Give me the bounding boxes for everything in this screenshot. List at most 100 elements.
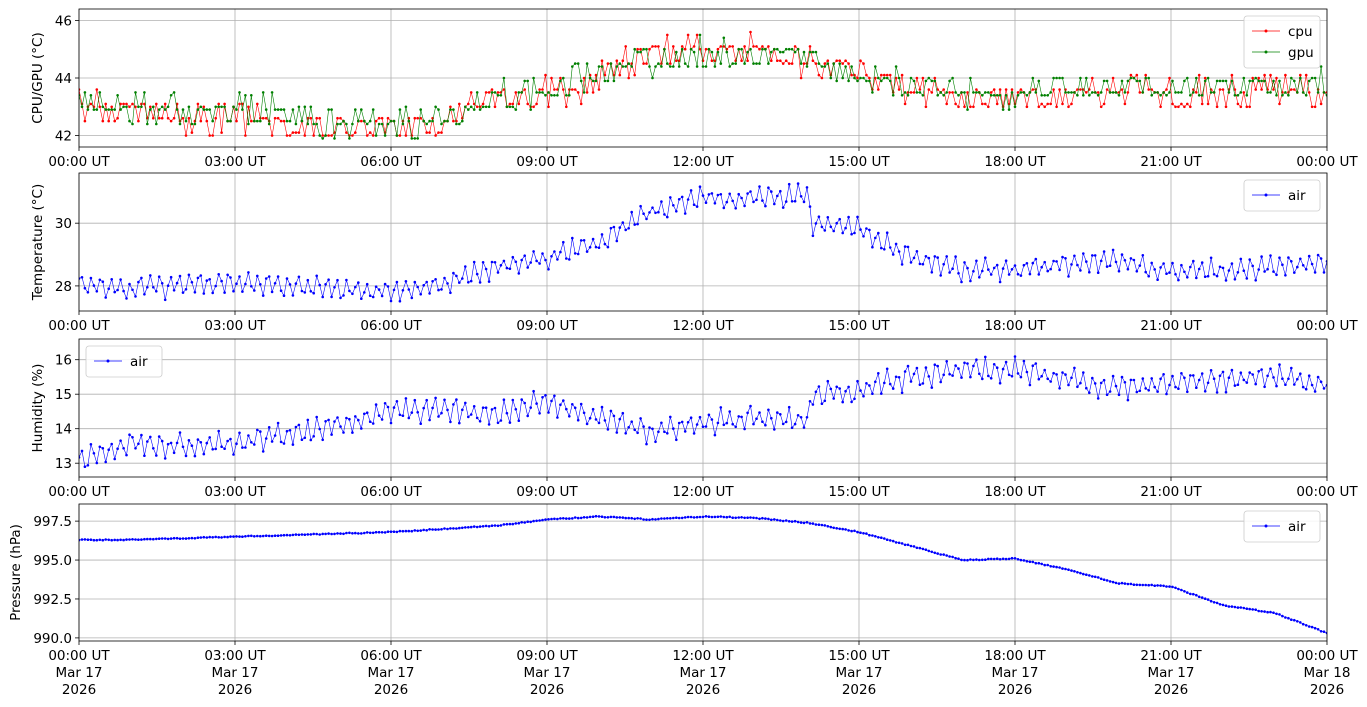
data-point xyxy=(354,131,357,134)
data-point xyxy=(1156,584,1159,587)
data-point xyxy=(255,102,259,106)
data-point xyxy=(496,94,500,97)
data-point xyxy=(541,396,544,399)
data-point xyxy=(458,281,461,284)
data-point xyxy=(487,280,491,283)
data-point xyxy=(957,105,960,109)
data-point xyxy=(594,418,598,421)
data-point xyxy=(95,290,99,293)
x-tick-label-line: 15:00 UT xyxy=(828,154,890,170)
data-point xyxy=(395,400,399,403)
data-point xyxy=(1049,91,1052,94)
data-point xyxy=(591,515,595,518)
data-point xyxy=(933,76,937,80)
data-point xyxy=(464,401,467,405)
data-point xyxy=(1067,568,1070,571)
data-point xyxy=(291,443,295,446)
data-point xyxy=(954,364,957,367)
data-point xyxy=(891,387,895,390)
data-point xyxy=(728,410,731,413)
data-point xyxy=(520,258,523,262)
data-point xyxy=(1019,91,1023,94)
data-point xyxy=(449,527,452,530)
data-point xyxy=(134,538,137,541)
data-point xyxy=(591,79,595,83)
data-point xyxy=(306,278,310,282)
data-point xyxy=(764,517,767,520)
data-point xyxy=(784,420,788,424)
data-point xyxy=(770,190,773,193)
data-point xyxy=(597,515,601,518)
data-point xyxy=(737,516,740,519)
data-point xyxy=(282,108,286,111)
data-point xyxy=(1195,76,1198,80)
data-point xyxy=(880,73,883,77)
data-point xyxy=(1284,383,1287,387)
data-point xyxy=(368,119,372,123)
data-point xyxy=(984,355,987,359)
data-point xyxy=(933,551,937,555)
data-point xyxy=(484,91,488,94)
data-point xyxy=(1108,390,1112,393)
data-point xyxy=(966,91,969,94)
data-point xyxy=(523,88,526,91)
data-point xyxy=(303,291,307,294)
data-point xyxy=(487,525,491,528)
data-point xyxy=(883,73,886,77)
data-point xyxy=(1284,274,1287,277)
data-point xyxy=(966,266,969,270)
data-point xyxy=(1150,261,1153,265)
data-point xyxy=(1296,620,1299,623)
data-point xyxy=(995,263,999,267)
data-point xyxy=(1293,271,1296,274)
data-point xyxy=(1171,261,1174,265)
data-point xyxy=(790,200,794,203)
data-point xyxy=(784,519,788,522)
data-point xyxy=(250,285,253,288)
data-point xyxy=(683,212,687,215)
data-point xyxy=(419,422,423,426)
data-point xyxy=(1269,610,1272,614)
data-point xyxy=(1287,256,1290,259)
data-point xyxy=(324,283,327,286)
data-point xyxy=(229,276,232,279)
y-axis-label: Pressure (hPa) xyxy=(8,524,24,621)
data-point xyxy=(449,105,452,109)
data-point xyxy=(1111,91,1115,94)
data-point xyxy=(847,79,850,83)
data-point xyxy=(686,33,690,37)
data-point xyxy=(835,221,838,225)
data-point xyxy=(957,557,960,560)
data-point xyxy=(190,131,194,134)
x-tick-label: 15:00 UT xyxy=(828,154,890,170)
data-point xyxy=(995,94,999,97)
data-point xyxy=(695,33,699,37)
data-point xyxy=(743,45,746,48)
data-point xyxy=(767,517,770,521)
data-point xyxy=(1242,269,1246,273)
data-point xyxy=(1046,269,1049,273)
data-point xyxy=(276,116,280,120)
data-point xyxy=(169,275,173,279)
data-point xyxy=(927,375,931,378)
data-point xyxy=(960,558,963,562)
data-point xyxy=(731,199,734,203)
data-point xyxy=(205,441,209,445)
data-point xyxy=(351,431,354,434)
data-point xyxy=(796,182,800,185)
data-point xyxy=(143,102,146,106)
data-point xyxy=(868,79,871,83)
data-point xyxy=(1212,91,1216,94)
data-point xyxy=(1073,570,1076,573)
data-point xyxy=(371,108,375,111)
data-point xyxy=(383,282,387,286)
data-point xyxy=(1168,383,1171,387)
data-point xyxy=(888,73,892,77)
data-point xyxy=(930,91,934,94)
data-point xyxy=(639,517,642,520)
data-point xyxy=(481,102,485,106)
x-tick-label: 09:00 UT xyxy=(516,484,578,500)
x-tick-label-line: 03:00 UT xyxy=(204,318,266,334)
data-point xyxy=(1123,102,1127,106)
data-point xyxy=(972,364,975,368)
